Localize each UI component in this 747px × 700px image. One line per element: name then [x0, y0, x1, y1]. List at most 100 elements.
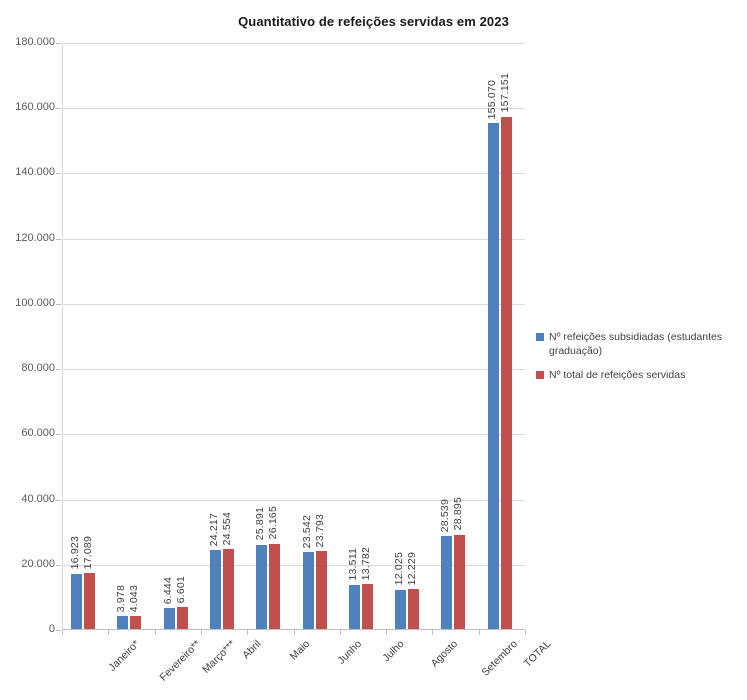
x-axis-tick-mark [62, 630, 63, 635]
y-axis: 0 20.000 40.000 60.000 80.000 100.000 120.000 1… [0, 37, 747, 635]
legend-label: Nº total de refeições servidas [549, 369, 686, 381]
y-axis-tick-mark [56, 564, 61, 566]
x-axis-tick-mark [200, 630, 202, 635]
y-axis-tick-mark [56, 108, 61, 110]
x-axis-category-label: Setembro [479, 638, 520, 679]
legend-swatch-icon [536, 371, 544, 379]
y-axis-tick-label: 140.000 [15, 166, 55, 179]
gridline [63, 173, 525, 175]
x-axis-category-label: Abril [240, 638, 264, 662]
bar-group: 3.978 4.043 [109, 43, 155, 629]
bar-group: 6.444 6.601 [156, 43, 202, 629]
chart-title: Quantitativo de refeições servidas em 20… [238, 14, 509, 29]
x-axis-tick-mark [432, 630, 434, 635]
bar-value-label: 157.151 [498, 73, 511, 113]
bar-value-label: 23.542 [300, 514, 313, 549]
bar[interactable] [500, 116, 512, 629]
y-axis-tick-label: 160.000 [15, 101, 55, 114]
gridline [63, 238, 525, 240]
bar-value-label: 155.070 [485, 79, 498, 120]
bar-value-label: 17.089 [82, 535, 94, 570]
bar-value-label: 28.895 [452, 497, 465, 531]
x-axis-tick-mark [108, 630, 110, 635]
bar-value-label: 23.793 [313, 514, 326, 548]
bar-value-label: 26.165 [267, 506, 280, 540]
bar[interactable] [348, 584, 360, 629]
bar-value-label: 4.043 [128, 584, 141, 612]
bar-value-label: 12.229 [406, 551, 419, 586]
x-axis-category-label: Março*** [200, 638, 238, 676]
bar-group: 28.539 28.895 [433, 43, 479, 629]
bar[interactable] [84, 573, 95, 629]
gridline [63, 43, 525, 44]
legend-item[interactable]: Nº refeições subsidiadas (estudantes gra… [536, 330, 741, 358]
y-axis-tick-mark [56, 303, 61, 305]
x-axis-category-label: Junho [335, 638, 364, 667]
bar-group: 25.891 26.165 [248, 43, 294, 629]
bar[interactable] [209, 550, 221, 629]
x-axis-tick-mark [293, 630, 295, 635]
bar-value-label: 16.923 [69, 536, 81, 570]
x-axis-category-label: TOTAL [521, 638, 554, 670]
y-axis-tick-mark [56, 238, 61, 240]
bar-value-label: 13.511 [346, 548, 359, 581]
gridline [63, 434, 525, 436]
bar-value-label: 6.444 [161, 576, 174, 604]
gridline [63, 499, 525, 501]
x-axis-tick-mark [478, 630, 480, 635]
bar[interactable] [117, 616, 129, 629]
bar[interactable] [395, 589, 407, 629]
bar-group: 23.542 23.793 [295, 43, 341, 629]
bar-group: 12.025 12.229 [387, 43, 433, 629]
bar[interactable] [222, 548, 234, 629]
bar-value-label: 3.978 [115, 584, 128, 613]
gridline [63, 303, 525, 305]
x-axis-tick-mark [386, 630, 388, 635]
bar[interactable] [361, 584, 373, 629]
bar[interactable] [441, 535, 453, 629]
gridline [63, 564, 525, 566]
x-axis-category-label: Maio [287, 638, 312, 663]
x-axis-category-label: Fevereiro** [157, 638, 203, 684]
y-axis-tick-mark [56, 173, 61, 175]
y-axis-tick-mark [56, 499, 61, 501]
x-axis-category-label: Janeiro* [106, 638, 143, 674]
y-axis-tick-mark [56, 369, 61, 371]
legend-swatch-icon [536, 333, 544, 341]
bar[interactable] [130, 615, 142, 629]
y-axis-tick-label: 120.000 [15, 231, 55, 244]
bar[interactable] [454, 534, 466, 629]
bar-value-label: 25.891 [254, 507, 267, 541]
bar[interactable] [256, 544, 268, 629]
plot-area: 16.923 17.089 3.978 4.043 6.444 6.601 24.217 24… [62, 43, 525, 630]
x-axis-tick-mark [525, 630, 526, 635]
bar-value-label: 28.539 [439, 498, 452, 532]
x-axis-tick-mark [339, 630, 341, 635]
bar[interactable] [408, 589, 420, 629]
bar[interactable] [163, 608, 175, 629]
bar-value-label: 24.217 [207, 512, 220, 547]
y-axis-tick-label: 60.000 [21, 427, 55, 440]
bar[interactable] [176, 607, 188, 629]
x-axis: Janeiro* Fevereiro** Março*** Abril Maio Junh… [62, 630, 553, 700]
bar[interactable] [487, 123, 499, 629]
x-axis-category-label: Agosto [429, 638, 461, 670]
legend-label: Nº refeições subsidiadas (estudantes gra… [549, 331, 723, 357]
bar[interactable] [315, 551, 327, 629]
bar[interactable] [302, 552, 314, 629]
y-axis-tick-label: 80.000 [21, 362, 55, 375]
bar[interactable] [71, 573, 82, 629]
legend-item[interactable]: Nº total de refeições servidas [536, 368, 741, 382]
y-axis-tick-label: 40.000 [21, 492, 55, 505]
y-axis-tick-mark [56, 630, 61, 631]
y-axis-tick-label: 20.000 [21, 557, 55, 570]
bar-value-label: 24.554 [220, 511, 233, 545]
y-axis-tick-label: 100.000 [15, 296, 55, 309]
x-axis-tick-mark [247, 630, 249, 635]
y-axis-tick-mark [56, 43, 61, 44]
bar[interactable] [269, 543, 281, 629]
x-axis-category-label: Julho [380, 638, 407, 665]
bar-group: 24.217 24.554 [202, 43, 248, 629]
y-axis-tick-mark [56, 434, 61, 436]
